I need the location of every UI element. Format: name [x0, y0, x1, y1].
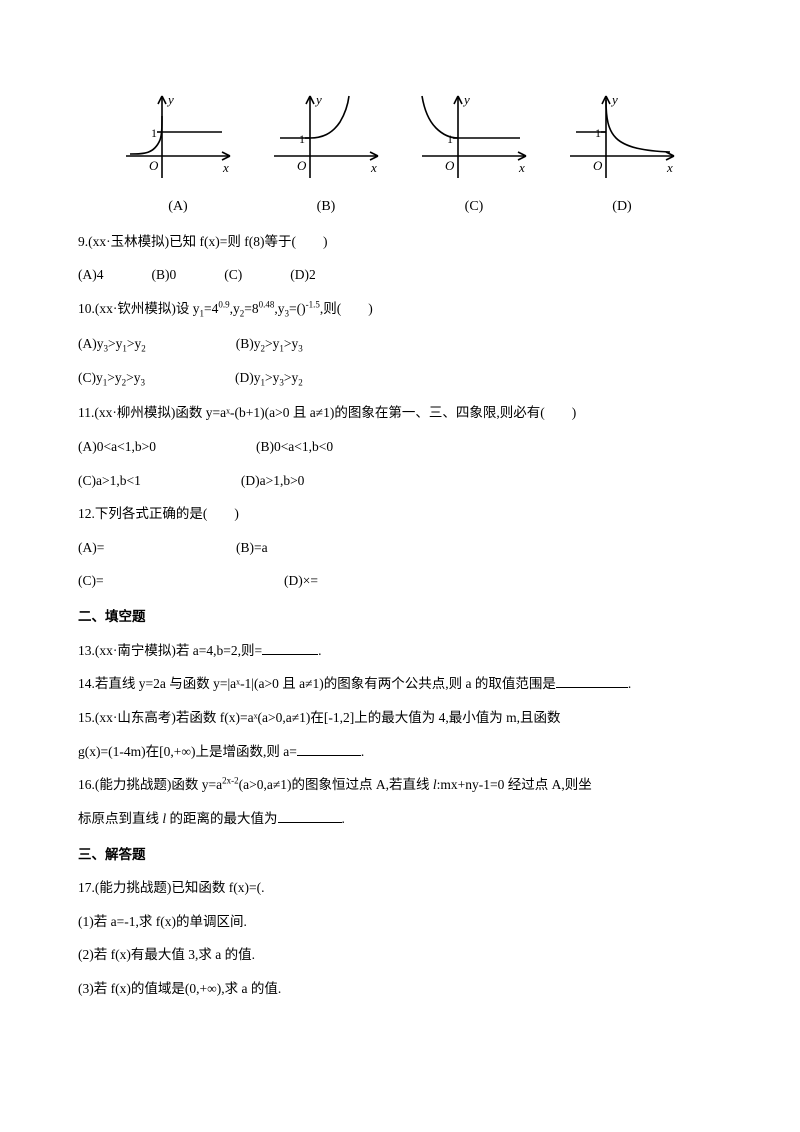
- q15-l1: 15.(xx·山东高考)若函数 f(x)=aˣ(a>0,a≠1)在[-1,2]上…: [78, 705, 722, 731]
- q12-d: (D)×=: [284, 568, 318, 594]
- q14: 14.若直线 y=2a 与函数 y=|aˣ-1|(a>0 且 a≠1)的图象有两…: [78, 671, 722, 697]
- q12-row2: (C)= (D)×=: [78, 568, 722, 594]
- graph-c-label: (C): [414, 194, 534, 221]
- graph-c: y 1 O x (C): [414, 90, 534, 221]
- graph-b: y 1 O x (B): [266, 90, 386, 221]
- q11-c: (C)a>1,b<1: [78, 468, 141, 494]
- q10-c: (C)y1>y2>y3: [78, 365, 145, 392]
- q10-a: (A)y3>y1>y2: [78, 331, 146, 358]
- svg-text:x: x: [370, 160, 377, 175]
- svg-text:y: y: [314, 92, 322, 107]
- axis-y-label: y: [166, 92, 174, 107]
- q9-stem: 9.(xx·玉林模拟)已知 f(x)=则 f(8)等于( ): [78, 229, 722, 255]
- graph-d: y 1 O x (D): [562, 90, 682, 221]
- tick-1: 1: [151, 126, 157, 140]
- q16-l2: 标原点到直线 l 的距离的最大值为.: [78, 806, 722, 832]
- graph-a: y 1 O x (A): [118, 90, 238, 221]
- q11-stem: 11.(xx·柳州模拟)函数 y=aˣ-(b+1)(a>0 且 a≠1)的图象在…: [78, 400, 722, 426]
- q10-stem: 10.(xx·钦州模拟)设 y1=40.9,y2=80.48,y3=()-1.5…: [78, 296, 722, 323]
- blank-14: [556, 674, 628, 688]
- q10-row1: (A)y3>y1>y2 (B)y2>y1>y3: [78, 331, 722, 358]
- graph-a-label: (A): [118, 194, 238, 221]
- svg-text:O: O: [445, 158, 455, 173]
- svg-text:x: x: [666, 160, 673, 175]
- q10-d: (D)y1>y3>y2: [235, 365, 303, 392]
- q17-l3: (2)若 f(x)有最大值 3,求 a 的值.: [78, 942, 722, 968]
- q17-l1: 17.(能力挑战题)已知函数 f(x)=(.: [78, 875, 722, 901]
- q10-row2: (C)y1>y2>y3 (D)y1>y3>y2: [78, 365, 722, 392]
- graph-c-svg: y 1 O x: [414, 90, 534, 188]
- graph-a-svg: y 1 O x: [118, 90, 238, 188]
- q17-l4: (3)若 f(x)的值域是(0,+∞),求 a 的值.: [78, 976, 722, 1002]
- svg-text:O: O: [297, 158, 307, 173]
- axis-x-label: x: [222, 160, 229, 175]
- q13: 13.(xx·南宁模拟)若 a=4,b=2,则=.: [78, 638, 722, 664]
- origin-label: O: [149, 158, 159, 173]
- q9-a: (A)4: [78, 262, 104, 288]
- q16-l1: 16.(能力挑战题)函数 y=a2x-2(a>0,a≠1)的图象恒过点 A,若直…: [78, 772, 722, 798]
- q11-b: (B)0<a<1,b<0: [256, 434, 333, 460]
- section-2: 二、填空题: [78, 604, 722, 630]
- q15-l2: g(x)=(1-4m)在[0,+∞)上是增函数,则 a=.: [78, 739, 722, 765]
- svg-text:y: y: [462, 92, 470, 107]
- q11-row2: (C)a>1,b<1 (D)a>1,b>0: [78, 468, 722, 494]
- svg-text:1: 1: [595, 126, 601, 140]
- svg-text:y: y: [610, 92, 618, 107]
- graph-d-svg: y 1 O x: [562, 90, 682, 188]
- q11-d: (D)a>1,b>0: [241, 468, 305, 494]
- blank-13: [262, 641, 318, 655]
- q12-a: (A)=: [78, 535, 188, 561]
- q9-c: (C): [224, 262, 242, 288]
- q12-b: (B)=a: [236, 535, 268, 561]
- graph-b-label: (B): [266, 194, 386, 221]
- graph-b-svg: y 1 O x: [266, 90, 386, 188]
- svg-text:1: 1: [447, 132, 453, 146]
- q10-b: (B)y2>y1>y3: [236, 331, 303, 358]
- q9-b: (B)0: [152, 262, 177, 288]
- q12-stem: 12.下列各式正确的是( ): [78, 501, 722, 527]
- svg-text:O: O: [593, 158, 603, 173]
- svg-text:1: 1: [299, 132, 305, 146]
- blank-16: [278, 809, 342, 823]
- q12-c: (C)=: [78, 568, 236, 594]
- q9-d: (D)2: [290, 262, 316, 288]
- blank-15: [297, 742, 361, 756]
- q11-a: (A)0<a<1,b>0: [78, 434, 156, 460]
- q12-row1: (A)= (B)=a: [78, 535, 722, 561]
- graph-d-label: (D): [562, 194, 682, 221]
- svg-text:x: x: [518, 160, 525, 175]
- q9-opts: (A)4 (B)0 (C) (D)2: [78, 262, 722, 288]
- q17-l2: (1)若 a=-1,求 f(x)的单调区间.: [78, 909, 722, 935]
- section-3: 三、解答题: [78, 842, 722, 868]
- q11-row1: (A)0<a<1,b>0 (B)0<a<1,b<0: [78, 434, 722, 460]
- graphs-row: y 1 O x (A) y 1 O x (B): [78, 90, 722, 221]
